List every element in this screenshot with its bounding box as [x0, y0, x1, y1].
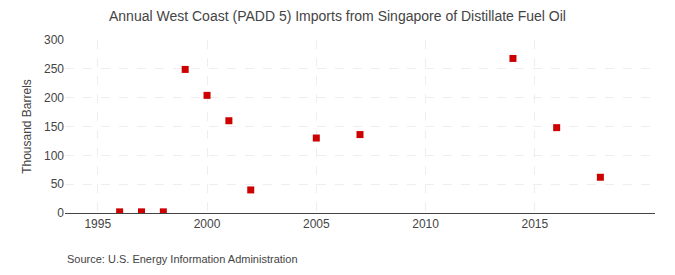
svg-text:200: 200 [44, 91, 64, 105]
svg-text:50: 50 [51, 177, 65, 191]
svg-text:1995: 1995 [84, 217, 111, 231]
svg-text:Thousand Barrels: Thousand Barrels [20, 79, 34, 174]
svg-text:2010: 2010 [412, 217, 439, 231]
svg-text:2000: 2000 [194, 217, 221, 231]
svg-text:Source: U.S. Energy Informatio: Source: U.S. Energy Information Administ… [67, 253, 298, 265]
svg-text:Annual West Coast (PADD 5) Imp: Annual West Coast (PADD 5) Imports from … [109, 8, 566, 24]
svg-text:150: 150 [44, 120, 64, 134]
svg-text:0: 0 [57, 206, 64, 220]
svg-text:100: 100 [44, 149, 64, 163]
svg-text:2015: 2015 [521, 217, 548, 231]
svg-text:300: 300 [44, 33, 64, 47]
svg-text:250: 250 [44, 62, 64, 76]
svg-text:2005: 2005 [303, 217, 330, 231]
